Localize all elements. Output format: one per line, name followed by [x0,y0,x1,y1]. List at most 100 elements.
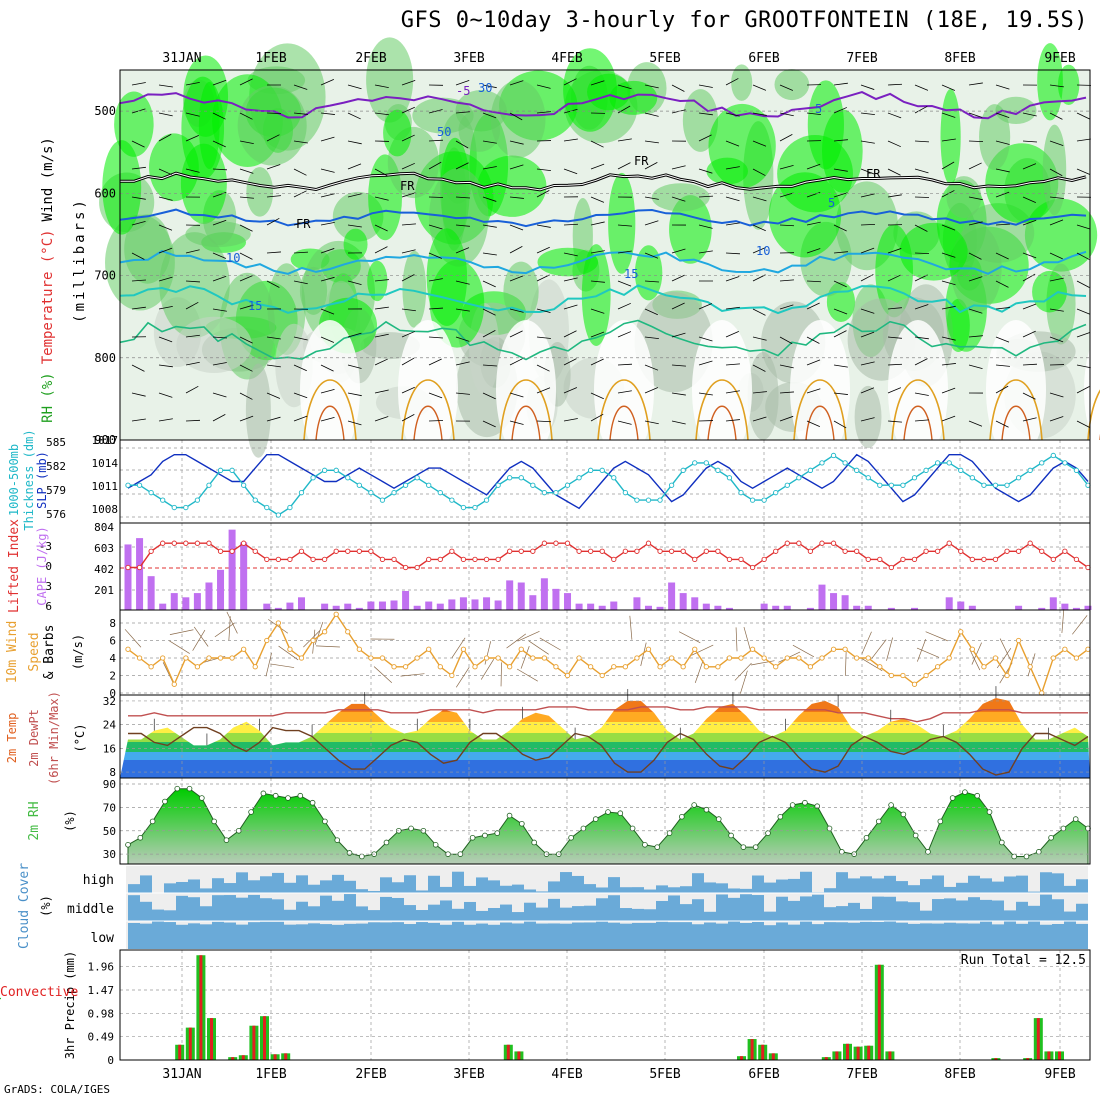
cape-ylabel-left: Lifted Index [7,519,22,613]
cloud-cell [1040,872,1052,893]
wind-barb [671,420,686,425]
wind-barb [293,221,308,226]
wind10-speed-line-point [946,655,952,661]
rh-point [1060,825,1067,832]
dry-column [790,320,850,460]
wind-barb [347,224,362,228]
thickness-line-point [252,497,258,503]
cloud-cell [572,922,584,949]
wind-barb [887,248,902,254]
lifted-index-line-point [1004,548,1010,554]
cape-bar [644,605,652,610]
cape-bar [378,601,386,610]
wind-barb [617,105,631,114]
slp-ylabel-left: 1000-500mb Thickness (dm) [7,429,36,530]
wind-barb [401,192,416,198]
lifted-index-line-point [321,556,328,563]
rh-point [888,802,894,808]
wind10-speed-line-point [426,646,432,652]
cloud-cell [728,888,740,893]
wind-barb [995,191,1010,198]
cloud-cell [608,922,620,949]
wind-barb [968,82,983,86]
wind-barb [1022,417,1037,422]
lifted-index-line-point [773,548,779,554]
cape-bar [783,605,791,610]
wind-barb [482,112,497,119]
cloud-cell [392,897,404,921]
wind10-speed-line-point [321,629,328,635]
wind-barb [644,220,659,226]
wind-barb [428,196,444,198]
cloud-cell [824,907,836,921]
wind-barb [509,275,524,282]
wind-barb [752,308,766,316]
wind-barb [968,112,983,118]
thickness-line-point [773,490,779,496]
lifted-index-line-point [402,564,409,571]
lifted-index-line-point [738,556,744,563]
cloud-ylabel-2: (%) [39,895,53,917]
wind-barb [1049,196,1064,199]
wind10-barb [480,658,495,680]
temp-ylabel-4: (°C) [73,724,87,753]
cloud-cell [716,894,728,921]
wind-barb [752,247,767,254]
wind10-barb [314,621,324,645]
lifted-index-line-point [842,548,848,554]
wind-barb [212,219,227,226]
cloud-row-label: high [83,873,114,888]
wind-barb [536,168,551,172]
wind-barb [320,364,334,372]
rh-blob [747,352,779,440]
thickness-line-point [981,482,987,488]
wind-barb [644,364,659,371]
thickness-line-point [726,475,733,481]
rh-point [740,844,747,850]
wind-barb [860,112,875,116]
wind10-barb [528,640,549,655]
cloud-cell [1028,905,1040,921]
wind-barb [752,168,766,176]
wind-barb [806,388,821,394]
wind-barb [266,112,282,115]
cloud-cell [860,876,872,893]
lifted-index-line-point [472,556,478,563]
y-tick-label: 70 [103,801,116,814]
wind-barb [968,335,983,338]
precip-conv-bar [761,1044,765,1060]
cloud-cell [944,898,956,921]
cloud-cell [788,924,800,949]
rh-blob [609,80,658,115]
wind10-speed-line-point [992,655,999,661]
wind-barb [860,308,875,314]
wind-barb [968,140,984,143]
cloud-cell [1028,921,1040,949]
wind-barb [941,415,956,422]
panel-ylabel: & Barbs [42,625,57,680]
wind-barb [428,392,443,399]
cloud-cell [776,896,788,921]
wind-barb [671,84,685,92]
cloud-cell [332,924,344,949]
wind-barb [833,308,848,315]
cloud-cell [212,878,224,893]
upper-air-frame [119,69,1091,441]
wind-barb [725,252,740,255]
cloud-cell [500,885,512,893]
wind10-speed-line-point [981,664,987,670]
cloud-cell [200,906,212,921]
cloud-cell [320,880,332,893]
thickness-line-point [391,490,397,496]
cloud-cell [536,891,548,893]
wind-barb [806,359,821,366]
wind10-speed-line-point [437,664,443,670]
wind10-barb [743,626,751,651]
wind10-barb [226,611,238,634]
wind-barb [1022,330,1036,338]
cape-bar [332,605,340,610]
wind-barb [401,331,416,338]
precip-conv-bar [750,1039,754,1060]
lifted-index-line-point [657,548,663,554]
thickness-line-point [761,497,767,503]
